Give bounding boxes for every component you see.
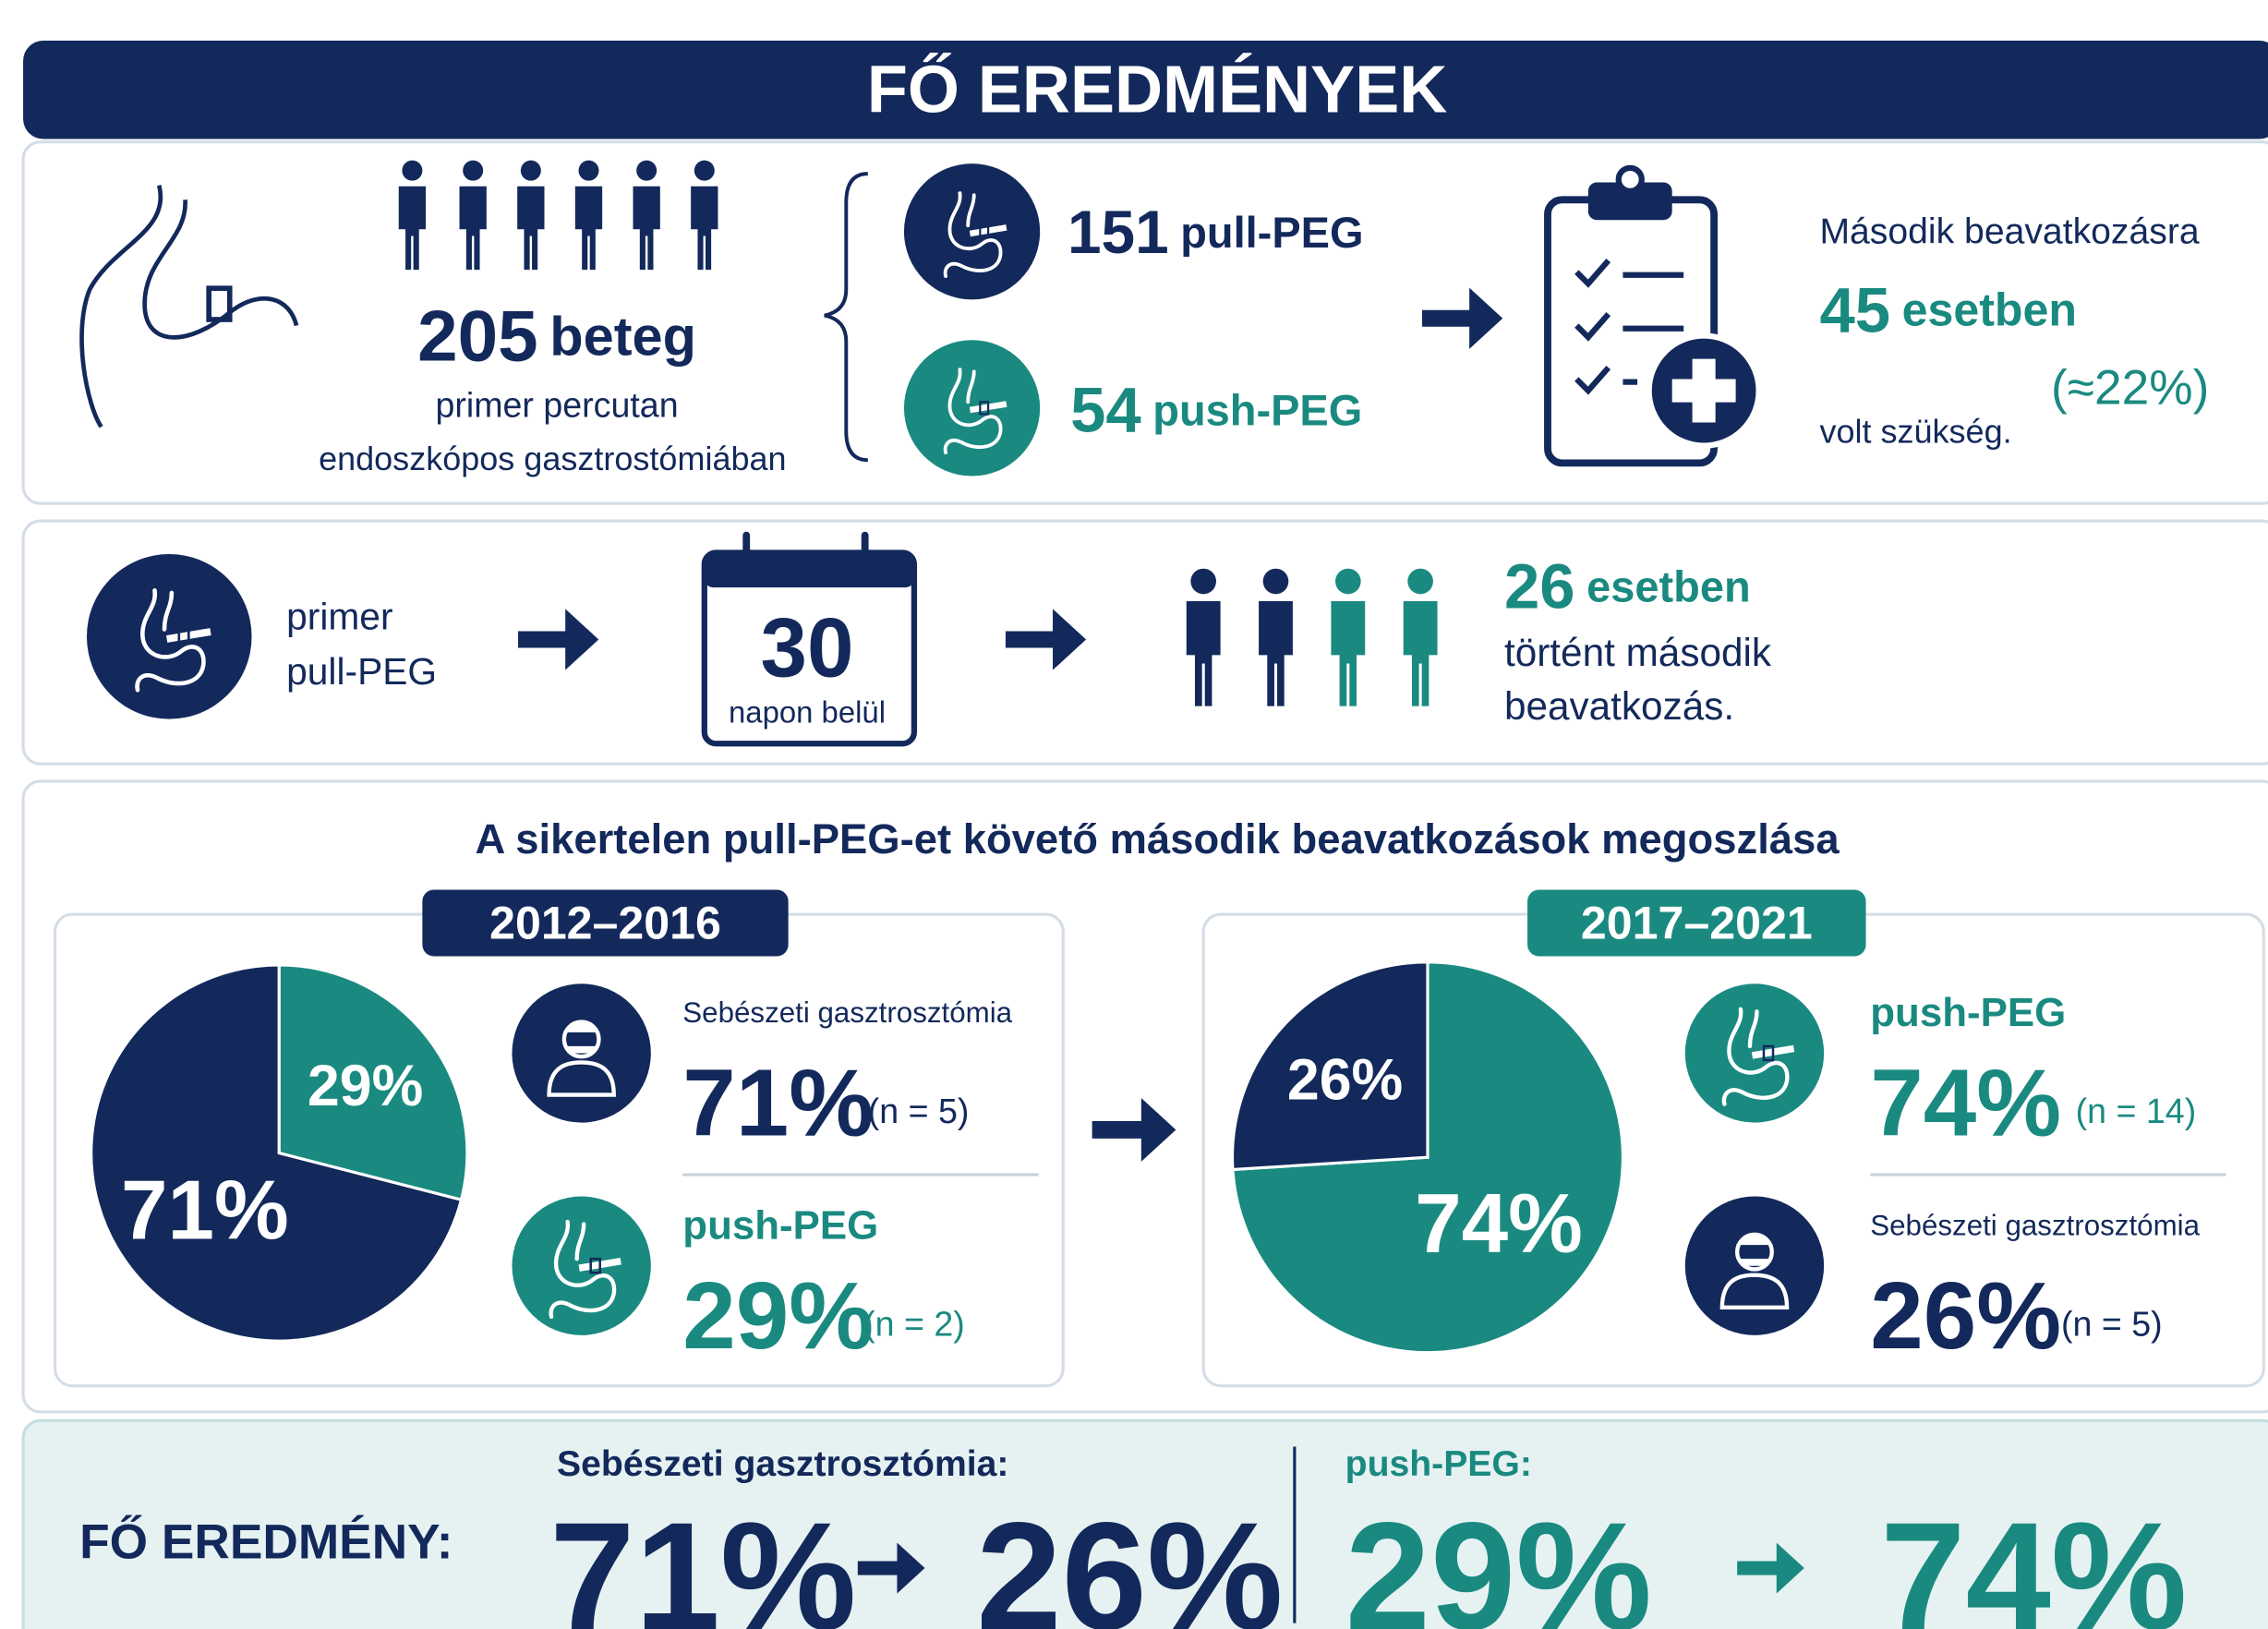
- slice-label: 71%: [121, 1164, 289, 1257]
- days-count: 30: [760, 601, 853, 694]
- legend-count: (n = 5): [868, 1092, 970, 1130]
- early-unit: esetben: [1586, 561, 1751, 610]
- legend-label: push-PEG: [682, 1202, 878, 1248]
- slice-label: 26%: [1287, 1047, 1403, 1112]
- patients-unit: beteg: [549, 305, 696, 367]
- legend-value: 71%: [682, 1049, 874, 1156]
- legend-label: Sebészeti gasztrosztómia: [1870, 1209, 2200, 1241]
- early-count: 26: [1504, 550, 1575, 621]
- reintervention-outro: volt szükség.: [1819, 412, 2011, 450]
- patients-count: 205: [417, 296, 538, 377]
- legend-value: 26%: [1870, 1261, 2061, 1369]
- infographic: FŐ EREDMÉNYEK 205beteg primer percutan e…: [0, 0, 2268, 1629]
- patients-line: endoszkópos gasztrostómiában: [319, 440, 787, 477]
- reintervention-intro: Második beavatkozásra: [1819, 211, 2199, 251]
- early-line: történt második: [1504, 631, 1772, 674]
- legend-value: 29%: [682, 1261, 874, 1369]
- result-value: 29%: [1345, 1491, 1652, 1629]
- push-count: 54: [1070, 374, 1141, 445]
- reintervention-count: 45: [1819, 274, 1890, 345]
- pull-label: pull-PEG: [1180, 207, 1363, 256]
- slice-label: 74%: [1415, 1177, 1583, 1271]
- legend-label: Sebészeti gasztrosztómia: [682, 996, 1012, 1029]
- early-line: beavatkozás.: [1504, 684, 1734, 728]
- result-value: 26%: [976, 1491, 1283, 1629]
- reintervention-unit: esetben: [1902, 284, 2077, 335]
- legend-label: push-PEG: [1870, 990, 2066, 1035]
- page: {"header":{"title":"FŐ EREDMÉNYEK"}, "ov…: [0, 0, 2268, 1629]
- period-label: 2012–2016: [489, 897, 721, 948]
- push-label: push-PEG: [1152, 385, 1362, 434]
- legend-value: 74%: [1870, 1049, 2061, 1156]
- header-title: FŐ EREDMÉNYEK: [867, 52, 1447, 127]
- early-line: pull-PEG: [286, 650, 437, 693]
- period-label: 2017–2021: [1581, 897, 1813, 948]
- slice-label: 29%: [308, 1054, 423, 1118]
- result-value: 74%: [1880, 1491, 2187, 1629]
- legend-count: (n = 5): [2061, 1304, 2163, 1343]
- pull-count: 151: [1068, 198, 1169, 266]
- distribution-title: A sikertelen pull-PEG-et követő második …: [476, 815, 1840, 863]
- result-surgical-label: Sebészeti gasztrosztómia:: [557, 1444, 1008, 1484]
- legend-count: (n = 2): [863, 1304, 965, 1343]
- days-label: napon belül: [729, 694, 886, 729]
- result-label: FŐ EREDMÉNY:: [79, 1514, 452, 1569]
- reintervention-share: (≈22%): [2051, 360, 2209, 415]
- early-panel: [23, 521, 2268, 764]
- legend-count: (n = 14): [2076, 1092, 2197, 1130]
- early-line: primer: [286, 595, 392, 637]
- result-value: 71%: [549, 1491, 856, 1629]
- result-push-label: push-PEG:: [1345, 1444, 1532, 1484]
- patients-line: primer percutan: [435, 386, 678, 425]
